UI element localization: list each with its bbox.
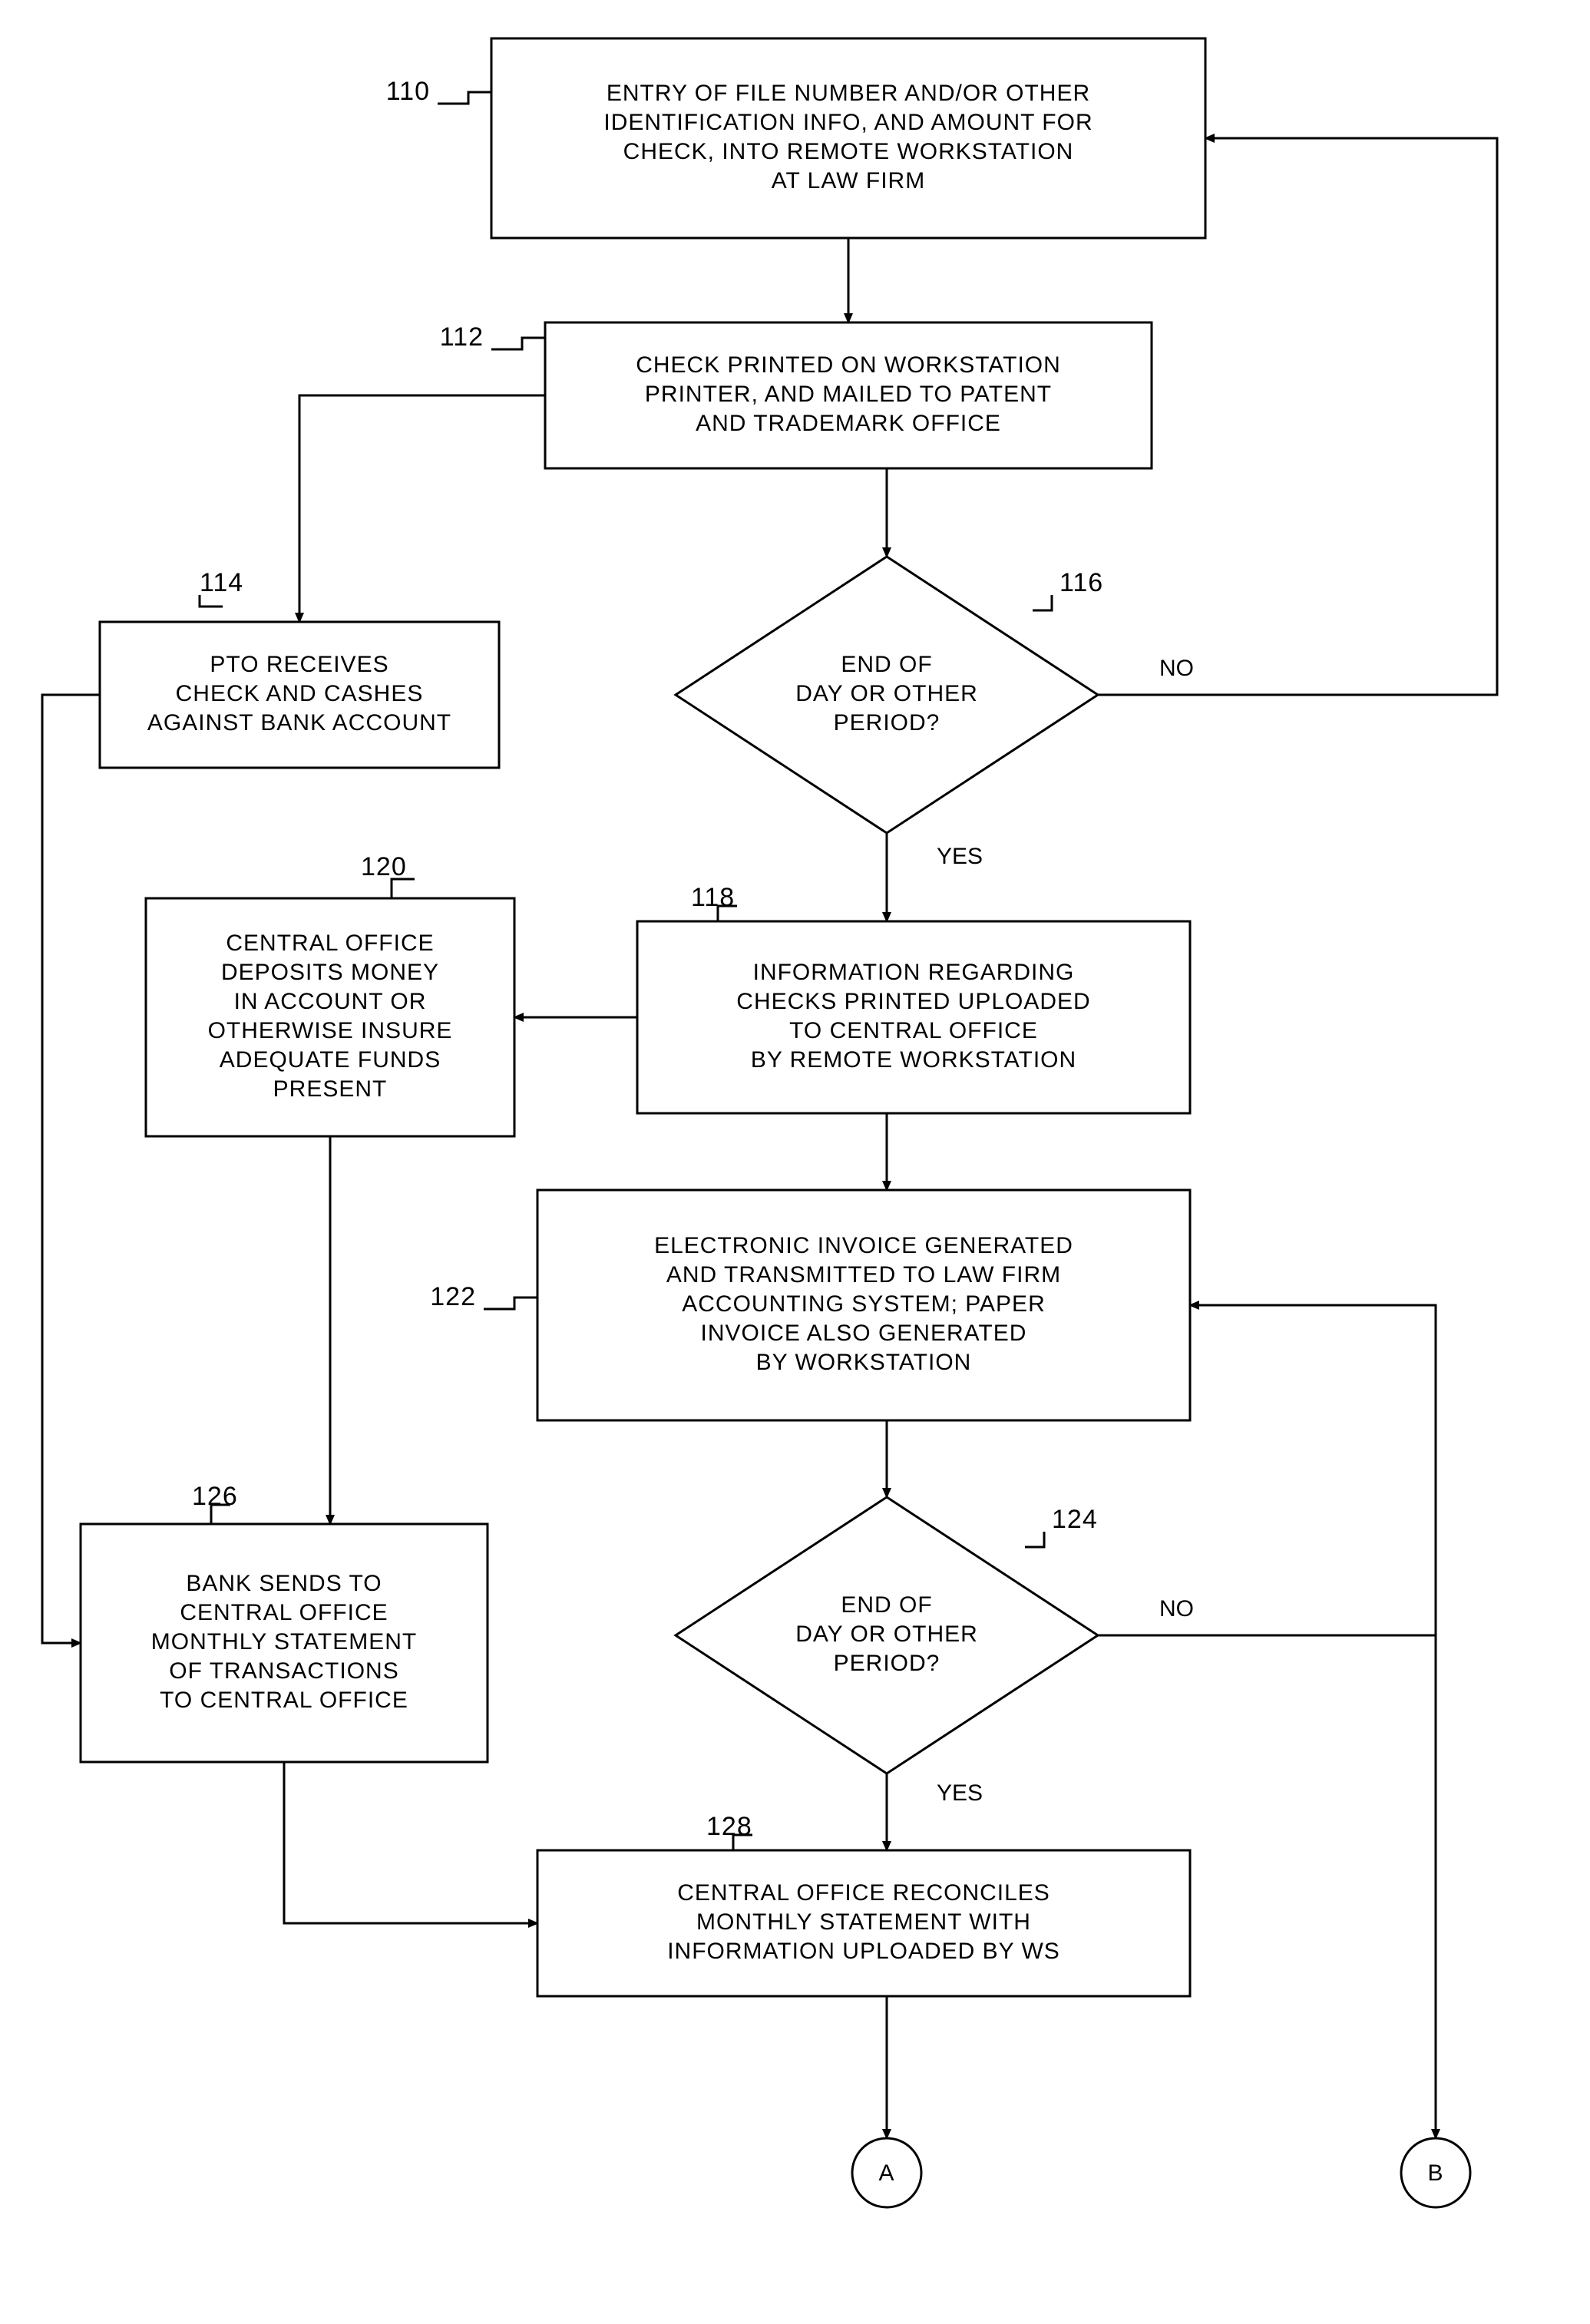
svg-text:CHECKS PRINTED UPLOADED: CHECKS PRINTED UPLOADED xyxy=(736,989,1090,1014)
svg-text:ADEQUATE FUNDS: ADEQUATE FUNDS xyxy=(220,1047,441,1073)
ref-114: 114 xyxy=(200,568,243,597)
svg-text:DAY OR OTHER: DAY OR OTHER xyxy=(795,1622,978,1647)
svg-text:ACCOUNTING SYSTEM; PAPER: ACCOUNTING SYSTEM; PAPER xyxy=(682,1291,1046,1317)
svg-text:OF TRANSACTIONS: OF TRANSACTIONS xyxy=(169,1658,398,1684)
no-label-d116: NO xyxy=(1159,656,1194,681)
ref-126: 126 xyxy=(192,1482,238,1511)
ref-120: 120 xyxy=(361,852,407,881)
svg-text:END OF: END OF xyxy=(841,652,932,677)
edge-n114-n126 xyxy=(42,695,100,1643)
ref-hook-110 xyxy=(438,92,491,104)
ref-116: 116 xyxy=(1059,568,1103,597)
svg-text:END OF: END OF xyxy=(841,1592,932,1618)
svg-text:IN ACCOUNT OR: IN ACCOUNT OR xyxy=(234,989,427,1014)
no-label-d124: NO xyxy=(1159,1596,1194,1622)
svg-text:INVOICE ALSO GENERATED: INVOICE ALSO GENERATED xyxy=(701,1321,1027,1346)
svg-text:CHECK PRINTED ON WORKSTATION: CHECK PRINTED ON WORKSTATION xyxy=(636,352,1061,378)
ref-122: 122 xyxy=(430,1282,476,1311)
svg-text:MONTHLY STATEMENT: MONTHLY STATEMENT xyxy=(151,1629,417,1655)
svg-text:BY WORKSTATION: BY WORKSTATION xyxy=(756,1350,972,1375)
svg-text:AGAINST BANK ACCOUNT: AGAINST BANK ACCOUNT xyxy=(147,710,451,736)
yes-label-d124: YES xyxy=(937,1780,983,1806)
svg-text:BANK SENDS TO: BANK SENDS TO xyxy=(186,1571,382,1596)
svg-text:CENTRAL OFFICE: CENTRAL OFFICE xyxy=(226,931,434,956)
svg-text:DEPOSITS MONEY: DEPOSITS MONEY xyxy=(221,960,439,985)
svg-text:TO CENTRAL OFFICE: TO CENTRAL OFFICE xyxy=(789,1018,1038,1043)
ref-128: 128 xyxy=(706,1812,752,1841)
svg-text:CENTRAL OFFICE RECONCILES: CENTRAL OFFICE RECONCILES xyxy=(677,1880,1050,1906)
ref-112: 112 xyxy=(440,322,484,352)
svg-text:BY REMOTE WORKSTATION: BY REMOTE WORKSTATION xyxy=(751,1047,1076,1073)
svg-text:CHECK AND CASHES: CHECK AND CASHES xyxy=(176,681,424,706)
ref-hook-124 xyxy=(1025,1532,1044,1547)
svg-text:ELECTRONIC INVOICE GENERATED: ELECTRONIC INVOICE GENERATED xyxy=(654,1233,1073,1258)
connector-label-B: B xyxy=(1427,2160,1443,2186)
ref-118: 118 xyxy=(691,883,735,912)
svg-text:ENTRY OF FILE NUMBER AND/OR OT: ENTRY OF FILE NUMBER AND/OR OTHER xyxy=(607,81,1090,106)
ref-110: 110 xyxy=(386,77,430,106)
edge-n112-n114 xyxy=(299,395,545,622)
svg-text:INFORMATION UPLOADED BY WS: INFORMATION UPLOADED BY WS xyxy=(667,1939,1060,1964)
svg-text:DAY OR OTHER: DAY OR OTHER xyxy=(795,681,978,706)
svg-text:PERIOD?: PERIOD? xyxy=(834,1651,940,1676)
svg-text:MONTHLY STATEMENT WITH: MONTHLY STATEMENT WITH xyxy=(696,1909,1031,1935)
ref-hook-112 xyxy=(491,338,545,349)
svg-text:IDENTIFICATION INFO, AND AMOUN: IDENTIFICATION INFO, AND AMOUNT FOR xyxy=(603,110,1093,135)
ref-hook-116 xyxy=(1033,595,1052,610)
ref-hook-122 xyxy=(484,1298,537,1309)
svg-text:AND TRANSMITTED TO LAW FIRM: AND TRANSMITTED TO LAW FIRM xyxy=(666,1262,1061,1288)
svg-text:INFORMATION REGARDING: INFORMATION REGARDING xyxy=(753,960,1075,985)
svg-text:PRESENT: PRESENT xyxy=(273,1076,388,1102)
svg-text:CENTRAL OFFICE: CENTRAL OFFICE xyxy=(180,1600,388,1625)
svg-text:OTHERWISE INSURE: OTHERWISE INSURE xyxy=(208,1018,453,1043)
ref-124: 124 xyxy=(1052,1505,1098,1534)
edge-n126-n128 xyxy=(284,1762,537,1923)
svg-text:PTO RECEIVES: PTO RECEIVES xyxy=(210,652,388,677)
svg-text:AT LAW FIRM: AT LAW FIRM xyxy=(772,168,925,193)
ref-hook-120 xyxy=(392,879,415,898)
svg-text:PRINTER, AND MAILED TO PATENT: PRINTER, AND MAILED TO PATENT xyxy=(645,382,1052,407)
svg-text:AND TRADEMARK OFFICE: AND TRADEMARK OFFICE xyxy=(696,411,1001,436)
svg-text:TO CENTRAL OFFICE: TO CENTRAL OFFICE xyxy=(160,1688,408,1713)
svg-text:CHECK, INTO REMOTE WORKSTATION: CHECK, INTO REMOTE WORKSTATION xyxy=(623,139,1074,164)
connector-label-A: A xyxy=(878,2160,894,2186)
yes-label-d116: YES xyxy=(937,844,983,869)
svg-text:PERIOD?: PERIOD? xyxy=(834,710,940,736)
flowchart-canvas: ENTRY OF FILE NUMBER AND/OR OTHER IDENTIF… xyxy=(0,0,1590,2324)
